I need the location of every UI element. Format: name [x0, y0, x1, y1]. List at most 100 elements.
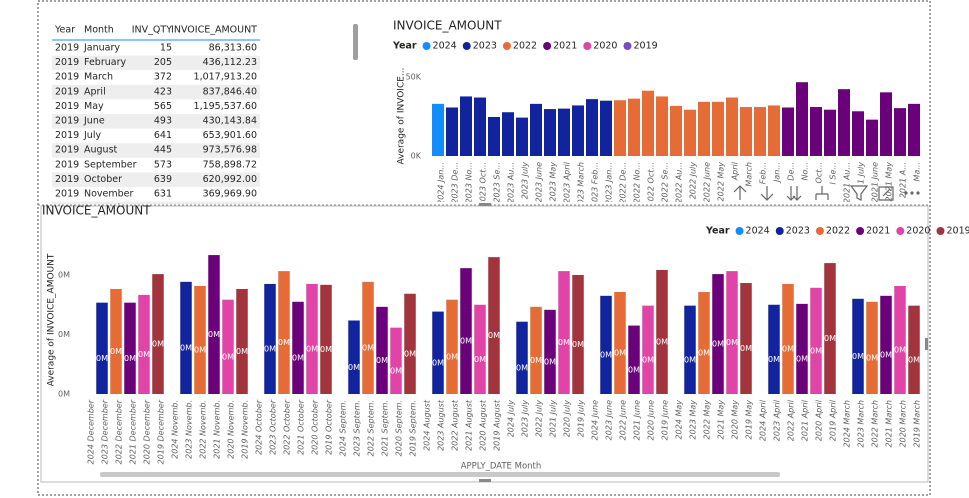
horizontal-scrollbar[interactable]: [100, 472, 780, 477]
bar: [572, 105, 584, 156]
x-tick-label: 2020 April: [815, 399, 824, 441]
x-tick-label: 2020 July: [563, 400, 572, 438]
legend-swatch: [735, 227, 744, 235]
data-label: 0M: [446, 352, 458, 361]
next-level-icon[interactable]: [786, 186, 802, 201]
table-scrollbar[interactable]: [353, 24, 358, 60]
x-tick-label: 2019 August: [493, 399, 502, 451]
table-cell: 492,080.16: [203, 203, 257, 214]
more-options-icon[interactable]: [910, 191, 914, 195]
column-header: INVOICE_AMOUNT: [171, 25, 257, 36]
resize-handle[interactable]: [479, 203, 491, 206]
visual-toolbar: [733, 185, 920, 201]
bar: [110, 288, 122, 394]
table-cell: 445: [154, 145, 172, 156]
table-cell: 641: [154, 130, 172, 141]
bar: [740, 283, 752, 394]
drill-up-icon[interactable]: [733, 185, 747, 200]
data-label: 0M: [516, 363, 528, 372]
data-label: 0M: [474, 355, 486, 364]
table-cell: 86,313.60: [209, 43, 257, 54]
x-tick-label: 2022 December: [115, 399, 124, 464]
x-tick-label: 2022 June: [703, 162, 712, 202]
filter-icon[interactable]: [849, 185, 869, 201]
expand-level-icon[interactable]: [815, 186, 829, 200]
x-tick-label: 2020 August: [479, 399, 488, 451]
bar: [838, 89, 850, 156]
bar: [600, 295, 612, 394]
bar: [852, 111, 864, 156]
data-label: 0M: [124, 354, 136, 363]
table-cell: September: [84, 159, 137, 170]
bar: [796, 303, 808, 394]
x-tick-label: 2023 Feb...: [591, 162, 600, 207]
bar: [362, 281, 374, 394]
x-tick-label: 2023 May: [549, 162, 558, 202]
legend-title: Year: [705, 226, 730, 237]
table-cell: January: [83, 43, 120, 54]
chart: INVOICE_AMOUNT Year 2024 2023 2022 2021 2020 20…: [42, 204, 969, 472]
bar: [446, 299, 458, 394]
bar: [544, 109, 556, 156]
x-tick-label: 2020 Novemb.: [227, 400, 236, 459]
legend-label: 2024: [746, 226, 770, 237]
x-tick-label: 2024 June: [591, 400, 600, 440]
more-options-icon[interactable]: [904, 191, 908, 195]
legend-label: 2021: [866, 226, 890, 237]
data-label: 0M: [348, 363, 360, 372]
legend-title: Year: [392, 41, 417, 52]
x-tick-label: 2023 October: [269, 399, 278, 455]
x-tick-label: 2024 October: [255, 399, 264, 455]
data-label: 0M: [194, 346, 206, 355]
x-tick-label: 2020 October: [311, 399, 320, 455]
x-tick-label: 2024 April: [759, 399, 768, 441]
bar: [768, 105, 780, 156]
data-label: 0M: [558, 338, 570, 347]
x-tick-label: 2022 August: [451, 399, 460, 451]
table-cell: 436,112.23: [203, 57, 257, 68]
bar: [726, 271, 738, 394]
table-cell: 2019: [55, 72, 79, 83]
data-label: 0M: [572, 340, 584, 349]
x-tick-label: 2021 A...: [899, 162, 908, 198]
x-tick-label: 2024 March: [843, 400, 852, 447]
x-tick-label: 2023 June: [605, 400, 614, 440]
bar: [614, 291, 626, 394]
table-cell: 1,017,913.20: [194, 72, 257, 83]
focus-mode-icon[interactable]: [878, 186, 894, 201]
x-tick-label: 2022 April: [787, 399, 796, 441]
x-tick-label: De...: [787, 162, 796, 181]
table-cell: 430,143.84: [203, 116, 257, 127]
table-cell: 2019: [55, 86, 79, 97]
drill-down-icon[interactable]: [760, 186, 774, 201]
more-options-icon[interactable]: [916, 191, 920, 195]
table-cell: 973,576.98: [203, 145, 257, 156]
x-tick-label: 2023 De...: [451, 162, 460, 204]
bar: [544, 309, 556, 394]
x-tick-label: 2023 March: [577, 162, 586, 209]
x-tick-label: 2021 June: [633, 400, 642, 440]
resize-handle[interactable]: [479, 479, 491, 482]
bar: [698, 291, 710, 394]
table-cell: 2019: [55, 57, 79, 68]
x-tick-label: 2021 August: [465, 399, 474, 451]
x-tick-label: 2020 Septem.: [395, 400, 404, 456]
table-cell: 1,195,537.60: [194, 101, 257, 112]
x-tick-label: 2021 December: [129, 399, 138, 464]
x-tick-label: April: [731, 161, 740, 181]
data-label: 0M: [320, 345, 332, 354]
table-cell: July: [83, 130, 101, 141]
x-tick-label: 2024 Septem.: [339, 400, 348, 456]
bar: [726, 97, 738, 156]
x-tick-label: 2021 March: [885, 400, 894, 447]
y-tick-label: 0M: [58, 271, 70, 280]
resize-handle[interactable]: [925, 338, 928, 350]
bar: [502, 112, 514, 156]
page-border: [37, 0, 931, 496]
bar: [152, 274, 164, 394]
x-tick-label: 2020 May: [731, 400, 740, 440]
data-label: 0M: [236, 347, 248, 356]
bar: [894, 108, 906, 156]
bar: [656, 96, 668, 156]
